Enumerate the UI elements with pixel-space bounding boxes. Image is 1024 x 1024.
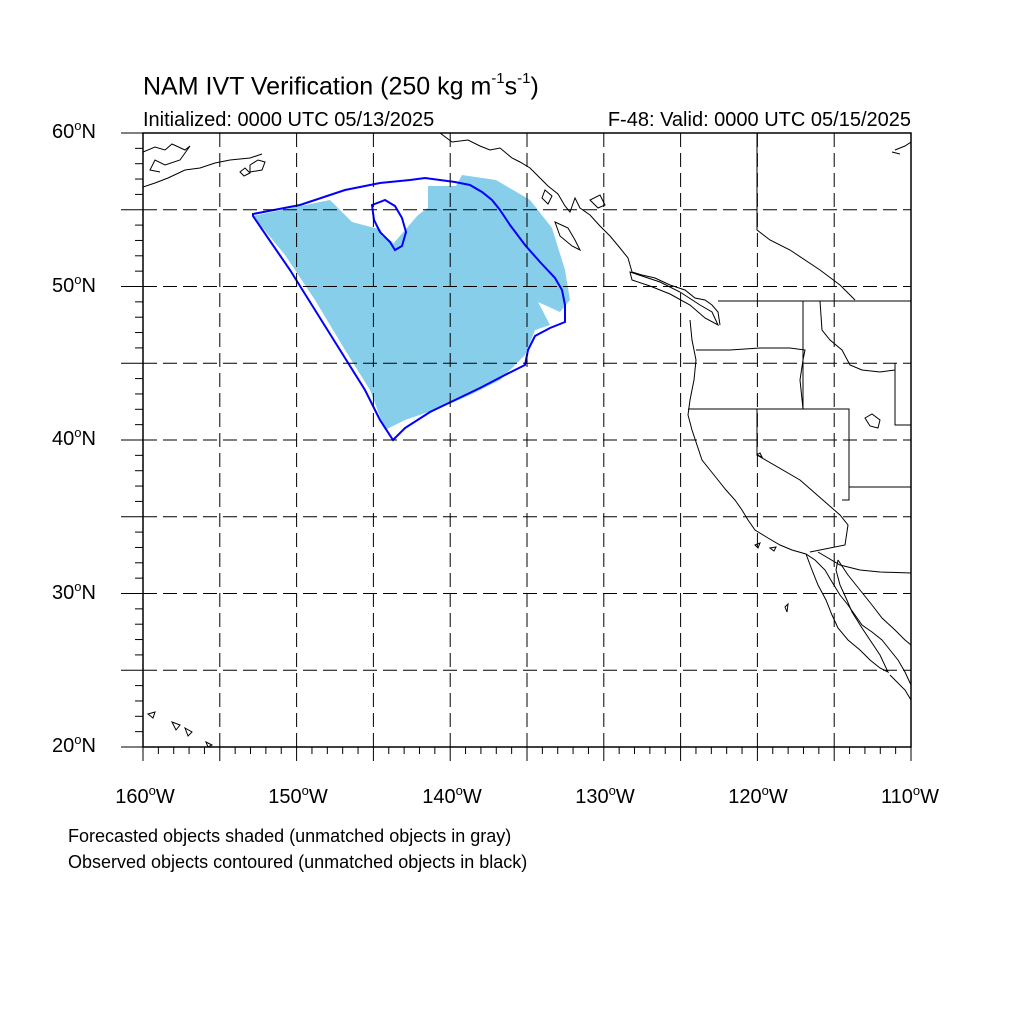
- forecast-object-notch: [378, 206, 405, 242]
- bc-islands: [541, 189, 720, 327]
- channel-islands: [754, 542, 789, 613]
- lon-label-110: 110oW: [880, 783, 940, 808]
- hawaii-islands: [146, 711, 214, 747]
- lat-label-20: 20oN: [52, 732, 96, 757]
- observed-objects: [252, 176, 566, 442]
- forecast-objects: [253, 175, 570, 430]
- lakes: [755, 413, 881, 458]
- baja-peninsula: [805, 553, 890, 674]
- legend-forecast-note: Forecasted objects shaded (unmatched obj…: [68, 826, 512, 846]
- coastlines: [143, 133, 911, 747]
- lat-label-50: 50oN: [52, 272, 96, 297]
- mexico-mainland-coast: [837, 559, 911, 701]
- title-s: s: [504, 72, 518, 101]
- lat-label-30: 30oN: [52, 579, 96, 604]
- forecast-object-shade: [253, 175, 570, 430]
- lon-label-140: 140oW: [422, 783, 482, 808]
- axis-ticks: [121, 132, 912, 761]
- title-exp-1: -1: [491, 70, 505, 87]
- lon-label-150: 150oW: [268, 783, 328, 808]
- observed-object-contour: [252, 176, 566, 442]
- yukon-coast: [891, 141, 911, 155]
- lon-label-160: 160oW: [115, 783, 175, 808]
- valid-time: F-48: Valid: 0000 UTC 05/15/2025: [607, 109, 911, 131]
- lat-label-60: 60oN: [52, 118, 96, 143]
- us-west-coast: [687, 319, 911, 686]
- title-close: ): [530, 72, 539, 101]
- legend-observed-note: Observed objects contoured (unmatched ob…: [68, 852, 528, 872]
- lon-label-130: 130oW: [575, 783, 635, 808]
- map-title: NAM IVT Verification (250 kg m-1s-1): [143, 70, 539, 101]
- lon-label-120: 120oW: [728, 783, 788, 808]
- grid-lines: [143, 133, 911, 747]
- alaska-coast: [143, 143, 266, 188]
- initialized-time: Initialized: 0000 UTC 05/13/2025: [143, 109, 435, 131]
- title-text: NAM IVT Verification (250 kg m: [143, 72, 492, 101]
- lat-label-40: 40oN: [52, 425, 96, 450]
- state-borders: [688, 133, 911, 574]
- alaska-gulf-coast: [439, 133, 721, 326]
- title-exp-2: -1: [517, 70, 531, 87]
